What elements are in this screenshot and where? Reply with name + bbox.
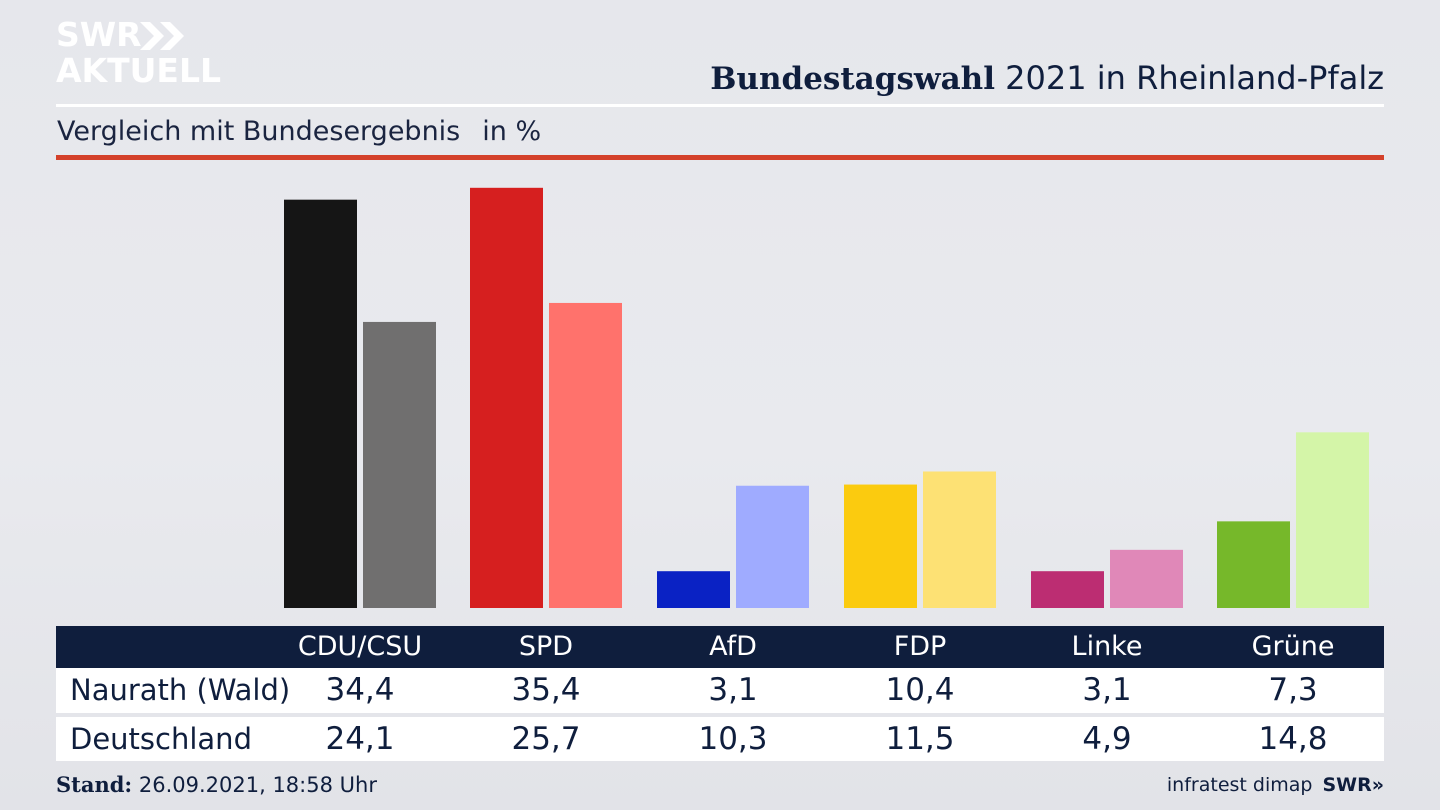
value-afd-deutschland: 10,3	[698, 721, 768, 757]
value-fdp-deutschland: 11,5	[885, 721, 955, 757]
stand-value: 26.09.2021, 18:58 Uhr	[132, 773, 377, 797]
value-gr-ne-naurath: 7,3	[1268, 672, 1318, 708]
title-bold: Bundestagswahl	[710, 61, 995, 97]
table-row: Naurath (Wald) 34,4 35,4 3,1 10,4 3,1 7,3	[56, 668, 1384, 713]
column-header-afd: AfD	[709, 631, 757, 662]
timestamp: Stand: 26.09.2021, 18:58 Uhr	[56, 772, 377, 798]
bar-cdu-csu-deutschland	[363, 321, 436, 608]
column-header-fdp: FDP	[893, 631, 947, 662]
bar-linke-naurath	[1031, 571, 1104, 608]
table-row: Deutschland 24,1 25,7 10,3 11,5 4,9 14,8	[56, 717, 1384, 761]
bar-fdp-deutschland	[923, 471, 996, 608]
bar-fdp-naurath	[844, 484, 917, 608]
bar-cdu-csu-naurath	[284, 199, 357, 608]
swr-aktuell-logo: SWR AKTUELL	[56, 18, 236, 90]
bar-linke-deutschland	[1110, 549, 1183, 608]
bar-spd-naurath	[470, 187, 543, 608]
column-header-cdu-csu: CDU/CSU	[297, 631, 423, 662]
row-label-deutschland: Deutschland	[70, 722, 252, 756]
source-text: infratest dimap	[1166, 774, 1313, 796]
bar-afd-naurath	[657, 571, 730, 608]
value-linke-deutschland: 4,9	[1082, 721, 1132, 757]
accent-rule	[56, 155, 1384, 160]
column-header-linke: Linke	[1071, 631, 1143, 662]
bar-gr-ne-naurath	[1217, 521, 1290, 608]
title-rest: 2021 in Rheinland-Pfalz	[995, 59, 1384, 97]
bar-gr-ne-deutschland	[1296, 432, 1369, 608]
subtitle-text: Vergleich mit Bundesergebnis	[57, 116, 461, 147]
value-spd-deutschland: 25,7	[511, 721, 581, 757]
column-header-spd: SPD	[518, 631, 574, 662]
row-label-naurath: Naurath (Wald)	[70, 673, 291, 707]
table-header-row: CDU/CSU SPD AfD FDP Linke Grüne	[56, 626, 1384, 668]
subtitle-unit: in %	[482, 116, 542, 147]
value-gr-ne-deutschland: 14,8	[1258, 721, 1328, 757]
column-header-gr-ne: Grüne	[1251, 631, 1335, 662]
bar-spd-deutschland	[549, 302, 622, 608]
value-spd-naurath: 35,4	[511, 672, 581, 708]
value-fdp-naurath: 10,4	[885, 672, 955, 708]
results-table: CDU/CSU SPD AfD FDP Linke Grüne Naurath (Wald…	[56, 626, 1384, 761]
chevron-right-double-icon	[140, 22, 184, 50]
value-cdu-csu-deutschland: 24,1	[325, 721, 395, 757]
footer-swr-logo: SWR»	[1322, 774, 1384, 796]
chart-subtitle: Vergleich mit Bundesergebnis in %	[57, 114, 541, 150]
value-afd-naurath: 3,1	[708, 672, 758, 708]
logo-line-swr: SWR	[56, 15, 142, 54]
header-divider	[56, 104, 1384, 107]
source-credit: infratest dimap SWR»	[1167, 772, 1384, 798]
value-linke-naurath: 3,1	[1082, 672, 1132, 708]
value-cdu-csu-naurath: 34,4	[325, 672, 395, 708]
bar-afd-deutschland	[736, 485, 809, 608]
logo-line-aktuell: AKTUELL	[56, 51, 222, 90]
stand-label: Stand:	[56, 772, 133, 797]
page-title: Bundestagswahl 2021 in Rheinland-Pfalz	[710, 58, 1384, 99]
